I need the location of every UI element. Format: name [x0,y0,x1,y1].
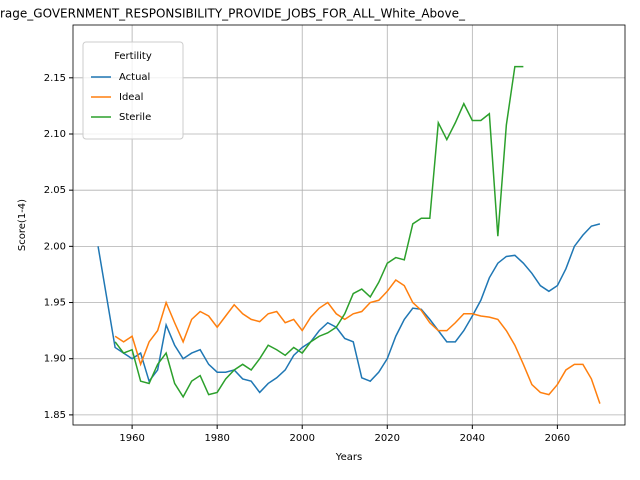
x-tick-label: 1960 [119,433,144,444]
chart-title: rage_GOVERNMENT_RESPONSIBILITY_PROVIDE_J… [0,7,466,21]
y-tick-label: 1.95 [44,298,66,309]
x-tick-label: 2020 [375,433,400,444]
x-tick-label: 1980 [204,433,229,444]
series-line [114,65,524,399]
legend-label: Sterile [119,112,151,123]
y-axis-label: Score(1-4) [17,199,28,251]
legend-label: Actual [119,72,150,83]
legend: Fertility Actual Ideal Sterile [82,41,184,140]
series-line [97,223,601,394]
x-tick-label: 2000 [289,433,314,444]
x-tick-label: 2060 [545,433,570,444]
plot-frame [72,24,626,426]
y-tick-label: 1.90 [44,354,66,365]
legend-box [82,41,184,140]
y-tick-label: 2.05 [44,185,66,196]
y-tick-label: 1.85 [44,410,66,421]
legend-label: Ideal [119,92,143,103]
y-tick-label: 2.10 [44,129,66,140]
x-tick-label: 2040 [460,433,485,444]
series-line [114,279,601,404]
x-axis-label: Years [335,452,362,463]
y-tick-label: 2.15 [44,73,66,84]
y-tick-label: 2.00 [44,241,66,252]
legend-title: Fertility [114,51,152,62]
